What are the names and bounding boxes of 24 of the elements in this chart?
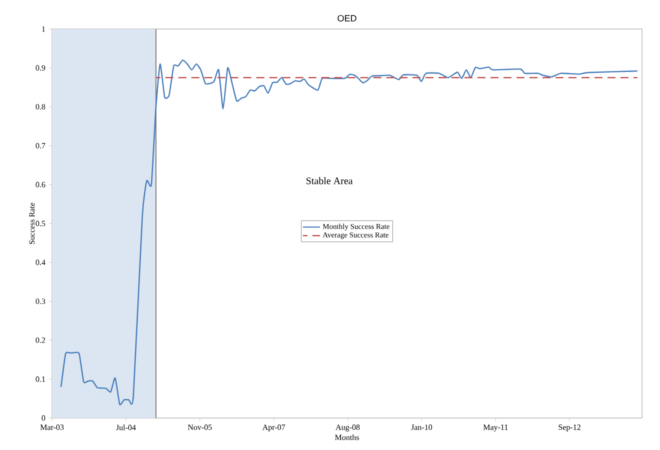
x-tick-label: Jul-04 bbox=[116, 424, 136, 430]
x-tick-label: Nov-05 bbox=[188, 424, 212, 430]
x-tick-label: Mar-03 bbox=[40, 424, 64, 430]
x-tick-label: Apr-07 bbox=[262, 424, 286, 432]
y-tick-label: 0.1 bbox=[36, 376, 45, 382]
x-tick-label: Sep-12 bbox=[558, 424, 580, 432]
y-tick-label: 0.4 bbox=[36, 260, 46, 266]
y-tick-label: 0.6 bbox=[36, 182, 46, 188]
x-tick-label: Aug-08 bbox=[336, 424, 360, 432]
line-series bbox=[60, 59, 638, 406]
y-axis-title: Success Rate bbox=[29, 202, 35, 244]
y-tick-label: 0 bbox=[42, 415, 46, 421]
x-tick-label: Jan-10 bbox=[411, 424, 432, 430]
y-tick-label: 0.3 bbox=[36, 298, 46, 304]
y-tick-label: 0.9 bbox=[36, 65, 46, 71]
y-tick-label: 0.7 bbox=[36, 142, 46, 148]
chart-title: OED bbox=[338, 15, 356, 22]
annotation: Stable Area bbox=[306, 177, 353, 184]
y-tick-label: 0.5 bbox=[36, 220, 46, 226]
x-axis-title: Months bbox=[335, 434, 359, 440]
y-tick-label: 0.2 bbox=[36, 337, 46, 343]
x-tick-label: May-11 bbox=[483, 424, 508, 432]
y-tick-label: 0.8 bbox=[36, 104, 46, 110]
y-tick-label: 1 bbox=[42, 26, 45, 32]
